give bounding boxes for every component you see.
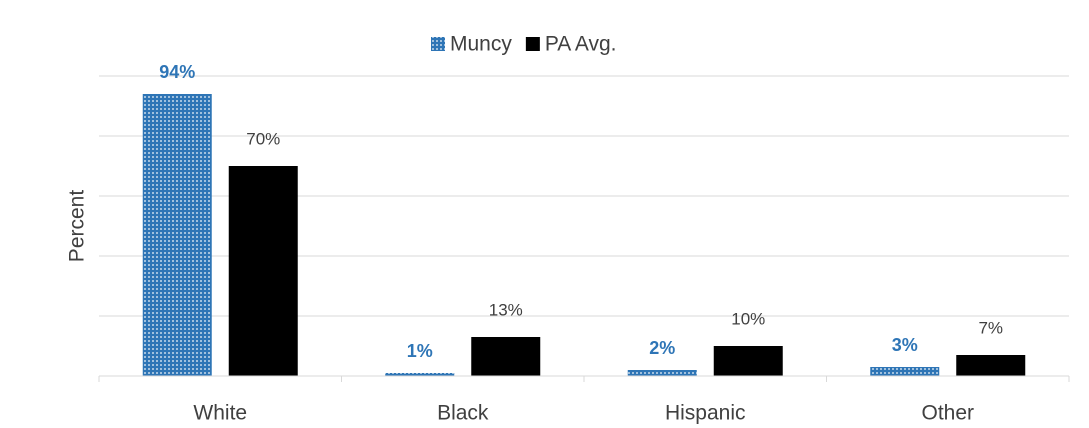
legend-swatch xyxy=(431,37,445,51)
x-tick-label: White xyxy=(193,402,247,425)
data-label: 1% xyxy=(407,341,433,361)
x-tick-label: Black xyxy=(437,402,489,425)
data-label: 7% xyxy=(978,318,1003,337)
bar xyxy=(471,337,541,376)
bar xyxy=(956,355,1026,376)
bar xyxy=(228,166,298,376)
x-tick-label: Hispanic xyxy=(665,402,746,425)
legend-label: Muncy xyxy=(450,33,512,56)
data-label: 13% xyxy=(489,300,523,319)
legend-label: PA Avg. xyxy=(545,33,617,56)
data-label: 10% xyxy=(731,309,765,328)
bar xyxy=(713,346,783,376)
bar xyxy=(627,370,697,376)
data-label: 94% xyxy=(159,62,195,82)
data-label: 3% xyxy=(892,335,918,355)
data-label: 2% xyxy=(649,338,675,358)
legend-swatch xyxy=(525,37,540,51)
bar xyxy=(385,373,455,376)
bar xyxy=(142,94,212,376)
bar xyxy=(870,367,940,376)
x-tick-label: Other xyxy=(921,402,974,425)
data-label: 70% xyxy=(246,129,280,148)
y-axis-label: Percent xyxy=(66,190,89,263)
